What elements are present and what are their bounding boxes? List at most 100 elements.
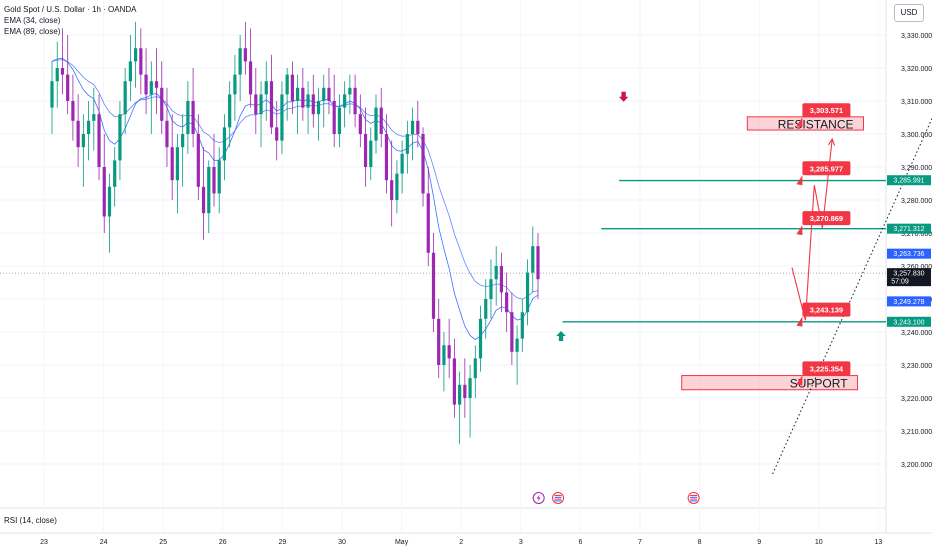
level-callout-pointer	[796, 175, 803, 186]
level-callout-pointer	[796, 225, 803, 236]
candle-body	[86, 120, 91, 134]
candle-body	[201, 186, 206, 214]
candle-body	[71, 101, 75, 121]
candle-body	[379, 107, 383, 134]
candle-body	[374, 107, 378, 141]
candle-body	[269, 81, 274, 128]
lightning-glyph	[536, 494, 541, 502]
candle-body	[285, 74, 289, 95]
projection-layer	[791, 137, 836, 321]
price-badge	[887, 223, 931, 234]
candle-body	[144, 74, 148, 95]
x-tick-label: 6	[578, 539, 582, 546]
candle-body	[369, 140, 373, 167]
candle-body	[66, 74, 70, 101]
event-icons[interactable]	[532, 492, 700, 504]
x-tick-label: 13	[875, 539, 883, 546]
candle-body	[128, 61, 132, 82]
level-label: 3,270.869	[810, 214, 843, 223]
countdown-label: 57:09	[891, 279, 909, 286]
y-tick-label: 3,270.000	[901, 231, 932, 238]
candle-body	[259, 94, 263, 115]
candle-body	[363, 134, 368, 167]
candle-body	[316, 101, 321, 115]
x-tick-label: 30	[338, 539, 346, 546]
price-badge-label: 3,249.278	[893, 299, 924, 306]
candle-body	[290, 74, 294, 101]
price-badge-label: 3,263.736	[893, 251, 924, 258]
grid	[0, 0, 932, 534]
x-tick-label: 24	[100, 539, 108, 546]
x-tick-label: 29	[279, 539, 287, 546]
candle-body	[222, 127, 227, 161]
candle-body	[327, 87, 331, 101]
candle-body	[499, 266, 504, 293]
candle-body	[531, 246, 535, 273]
candle-body	[536, 246, 540, 280]
time-axis[interactable]: 23 24 25 26 29 30 May 2 3 6 7 8 9 10 13	[40, 539, 882, 546]
level-label: 3,303.571	[810, 106, 843, 115]
chart-legend: Gold Spot / U.S. Dollar · 1h · OANDA EMA…	[4, 4, 137, 37]
x-tick-label: May	[395, 539, 409, 546]
candle-body	[437, 318, 441, 365]
x-tick-label: 7	[638, 539, 642, 546]
trendline-layer	[772, 117, 932, 475]
ema-89-legend[interactable]: EMA (89, close)	[4, 27, 61, 36]
y-tick-label: 3,290.000	[901, 165, 932, 172]
earnings-lightning-icon[interactable]	[532, 492, 545, 504]
candle-body	[452, 358, 456, 405]
candle-body	[228, 94, 232, 128]
candle-body	[306, 94, 310, 108]
candle-body	[384, 134, 389, 181]
candle-body	[353, 87, 357, 115]
price-badges: 3,285.991 3,271.312 3,263.736 3,257.83057:0…	[887, 175, 931, 327]
candle-body	[478, 318, 483, 359]
candle-body	[107, 186, 112, 217]
currency-button[interactable]: USD	[894, 4, 924, 22]
ema-layer	[51, 57, 539, 341]
x-tick-label: 26	[219, 539, 227, 546]
candle-body	[358, 114, 362, 134]
candle-body	[123, 81, 127, 115]
projection-arrowhead	[828, 137, 836, 146]
price-badge-label: 3,257.830	[893, 271, 924, 278]
candle-body	[520, 312, 524, 339]
candle-body	[238, 48, 242, 75]
x-tick-label: 25	[159, 539, 167, 546]
rsi-legend[interactable]: RSI (14, close)	[4, 516, 57, 525]
x-tick-label: 10	[815, 539, 823, 546]
us-flag-event-icon[interactable]	[687, 492, 700, 504]
candle-body	[55, 68, 59, 82]
candle-body	[207, 167, 211, 214]
candle-body	[442, 345, 446, 365]
candle-body	[134, 48, 138, 62]
candle-body	[60, 68, 65, 75]
price-badge	[887, 316, 931, 327]
candle-body	[81, 134, 85, 148]
price-badge-label: 3,285.991	[893, 178, 924, 185]
candle-body	[463, 384, 467, 398]
candle-body	[181, 134, 185, 148]
candle-body	[301, 87, 305, 108]
candle-body	[97, 114, 101, 167]
zone-labels-layer: RESISTANCE SUPPORT	[778, 117, 854, 390]
candle-body	[50, 81, 54, 108]
candle-body	[447, 345, 451, 359]
candle-body	[400, 153, 404, 174]
ema-34-legend[interactable]: EMA (34, close)	[4, 16, 61, 25]
x-tick-label: 2	[459, 539, 463, 546]
candle-body	[113, 160, 117, 187]
y-tick-label: 3,320.000	[901, 66, 932, 73]
price-axis[interactable]: 3,330.000 3,320.000 3,310.000 3,300.000 3,29…	[901, 33, 932, 469]
y-tick-label: 3,330.000	[901, 33, 932, 40]
x-tick-label: 9	[757, 539, 761, 546]
symbol-title[interactable]: Gold Spot / U.S. Dollar · 1h · OANDA	[4, 5, 137, 14]
x-tick-label: 8	[698, 539, 702, 546]
candle-body	[322, 87, 326, 101]
candle-body	[410, 120, 415, 134]
us-flag-event-icon[interactable]	[552, 492, 565, 504]
x-tick-label: 23	[40, 539, 48, 546]
y-tick-label: 3,300.000	[901, 132, 932, 139]
